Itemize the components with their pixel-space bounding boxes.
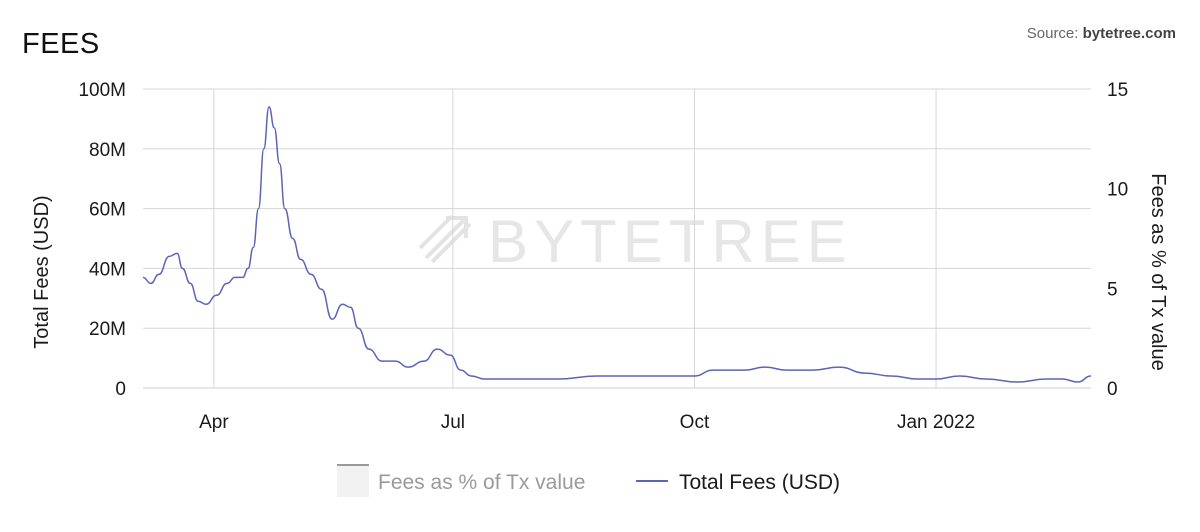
y2-tick-label: 10: [1107, 180, 1128, 201]
x-tick-label: Apr: [199, 412, 229, 433]
x-axis-ticks: Apr Jul Oct Jan 2022: [199, 412, 975, 433]
y-tick-label: 100M: [78, 80, 126, 101]
x-tick-label: Jan 2022: [897, 412, 975, 433]
y2-tick-label: 0: [1107, 379, 1118, 400]
y2-tick-label: 5: [1107, 279, 1118, 300]
y-tick-label: 80M: [89, 140, 126, 161]
y-tick-label: 40M: [89, 259, 126, 280]
source-prefix: Source:: [1026, 25, 1083, 42]
legend-label-fees-pct: Fees as % of Tx value: [378, 471, 585, 494]
x-tick-label: Oct: [680, 412, 710, 433]
x-tick-label: Jul: [441, 412, 465, 433]
right-axis-ticks: 0 5 10 15: [1107, 80, 1128, 400]
y2-tick-label: 15: [1107, 80, 1128, 101]
watermark-text: BYTETREE: [488, 208, 853, 275]
right-axis-title: Fees as % of Tx value: [1147, 173, 1169, 371]
source-credit[interactable]: Source: bytetree.com: [1027, 25, 1176, 42]
grid-lines: [143, 88, 1091, 389]
left-axis-ticks: 0 20M 40M 60M 80M 100M: [78, 80, 126, 400]
left-axis-title: Total Fees (USD): [31, 195, 53, 348]
legend-item-total-fees[interactable]: Total Fees (USD): [636, 471, 840, 494]
y-tick-label: 60M: [89, 200, 126, 221]
legend-label-total-fees: Total Fees (USD): [679, 471, 840, 494]
chart-title: FEES: [22, 28, 100, 60]
watermark: BYTETREE: [418, 208, 853, 275]
watermark-arrow-icon: [418, 214, 472, 264]
source-link[interactable]: bytetree.com: [1082, 25, 1176, 42]
series-total-fees-line[interactable]: [142, 106, 1092, 383]
legend-swatch-area: [337, 465, 369, 497]
y-tick-label: 20M: [89, 319, 126, 340]
legend: Fees as % of Tx value Total Fees (USD): [337, 464, 840, 497]
y-tick-label: 0: [115, 379, 126, 400]
legend-item-fees-pct[interactable]: Fees as % of Tx value: [337, 464, 585, 497]
